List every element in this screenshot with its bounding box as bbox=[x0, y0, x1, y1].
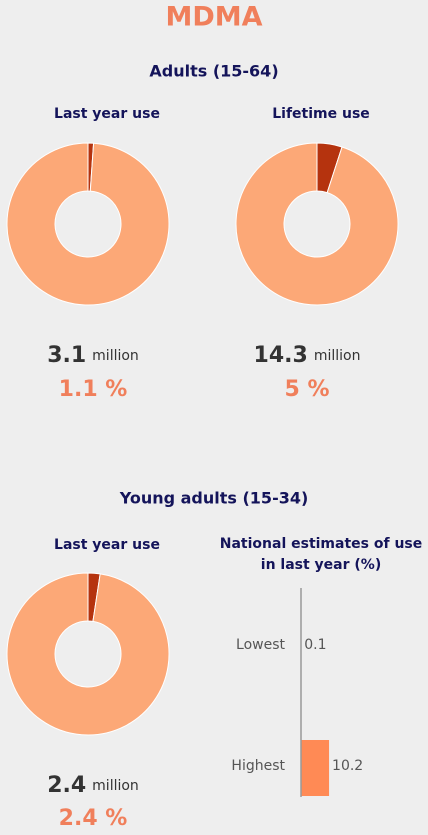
bar bbox=[301, 740, 330, 796]
percent-label: 5 % bbox=[284, 377, 329, 402]
user-number: 3.1 bbox=[47, 343, 86, 368]
user-unit: million bbox=[92, 348, 139, 364]
percent-label: 2.4 % bbox=[59, 806, 128, 831]
user-number: 2.4 bbox=[47, 773, 86, 798]
donut-slice bbox=[235, 142, 399, 306]
user-count: 3.1 million bbox=[47, 343, 139, 368]
category-label: Lowest bbox=[236, 637, 285, 653]
chart-title: Lifetime use bbox=[272, 106, 370, 122]
user-count: 14.3 million bbox=[254, 343, 361, 368]
category-label: Highest bbox=[231, 758, 285, 774]
donut-slice bbox=[6, 142, 170, 306]
chart-title-box: National estimates of use in last year (… bbox=[219, 536, 423, 573]
chart-title: Last year use bbox=[54, 537, 160, 553]
chart-title: Last year use bbox=[54, 106, 160, 122]
section-title: Adults (15-64) bbox=[149, 62, 278, 81]
value-label: 10.2 bbox=[332, 758, 363, 774]
user-unit: million bbox=[314, 348, 361, 364]
user-number: 14.3 bbox=[254, 343, 308, 368]
user-count: 2.4 million bbox=[47, 773, 139, 798]
value-label: 0.1 bbox=[304, 637, 326, 653]
donut-slice bbox=[6, 572, 170, 736]
page-title: MDMA bbox=[165, 2, 262, 33]
percent-label: 1.1 % bbox=[59, 377, 128, 402]
user-unit: million bbox=[92, 778, 139, 794]
chart-title: National estimates of use in last year (… bbox=[219, 536, 423, 573]
section-title: Young adults (15-34) bbox=[119, 489, 309, 508]
